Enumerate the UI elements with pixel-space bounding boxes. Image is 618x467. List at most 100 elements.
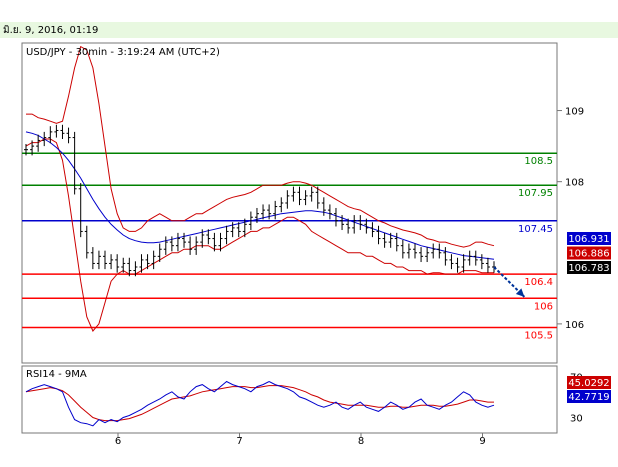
rsi-plot-frame — [21, 365, 558, 434]
candle-30 — [206, 229, 211, 245]
candle-23 — [163, 236, 168, 255]
candle-54 — [352, 215, 357, 234]
rsi-tick-label-1: 30 — [570, 414, 583, 425]
x-tick-label-2: 8 — [358, 436, 364, 447]
y-tick-label-2: 106 — [565, 320, 584, 331]
candle-55 — [358, 215, 363, 231]
price-box-label-1: 106.886 — [568, 249, 609, 260]
candle-25 — [175, 232, 180, 252]
candle-24 — [169, 236, 174, 252]
upper-band — [26, 45, 495, 248]
main-plot-frame — [21, 42, 558, 364]
rsi-box-bg-1 — [567, 390, 611, 403]
candle-3 — [42, 131, 47, 147]
candle-7 — [66, 127, 71, 144]
rsi-series — [25, 380, 495, 427]
price-boxes: 106.931 106.886 106.783 45.0292 42.7719 — [567, 232, 611, 403]
candle-51 — [333, 207, 338, 227]
candle-9 — [78, 183, 83, 238]
candle-0 — [24, 143, 28, 156]
candle-38 — [254, 207, 259, 223]
rsi-box-label-0: 45.0292 — [568, 378, 609, 389]
candle-73 — [467, 250, 472, 266]
candle-11 — [90, 247, 95, 270]
candle-18 — [133, 261, 138, 277]
candle-48 — [315, 186, 320, 209]
middle-band — [25, 131, 495, 260]
candle-65 — [419, 247, 424, 263]
lower-band — [25, 138, 494, 332]
candle-76 — [485, 257, 490, 273]
candle-68 — [437, 243, 442, 259]
candle-4 — [48, 126, 53, 144]
candle-12 — [96, 250, 101, 270]
candle-57 — [370, 222, 375, 238]
candle-31 — [212, 232, 217, 252]
price-box-0: 106.931 — [567, 232, 611, 245]
candle-8 — [72, 131, 77, 195]
price-box-label-0: 106.931 — [568, 234, 609, 245]
candle-1 — [30, 140, 35, 156]
candle-60 — [388, 232, 393, 248]
candle-50 — [327, 204, 332, 220]
candle-71 — [455, 257, 460, 273]
chart-header-bar: มิ.ย. 9, 2016, 01:19 — [0, 22, 618, 38]
candle-26 — [182, 232, 187, 248]
rsi-title: RSI14 - 9MA — [26, 369, 87, 380]
candle-69 — [443, 247, 448, 266]
forecast-arrow — [493, 266, 526, 298]
bollinger-bands — [25, 45, 495, 332]
candle-43 — [285, 190, 290, 209]
candle-66 — [425, 247, 430, 263]
arrow-head — [515, 288, 525, 297]
candle-19 — [139, 254, 144, 273]
candle-27 — [188, 236, 193, 255]
candle-44 — [291, 186, 296, 202]
y-tick-label-0: 109 — [565, 107, 584, 118]
candle-49 — [321, 197, 326, 216]
candle-17 — [127, 257, 132, 277]
candle-16 — [121, 257, 126, 273]
candle-62 — [400, 239, 405, 259]
candle-39 — [261, 204, 266, 220]
x-tick-label-1: 7 — [236, 436, 242, 447]
x-tick-label-0: 6 — [115, 436, 121, 447]
candle-22 — [157, 243, 162, 263]
candle-14 — [109, 254, 114, 270]
candle-33 — [224, 225, 229, 245]
candle-29 — [200, 229, 205, 248]
candle-32 — [218, 232, 223, 252]
candle-45 — [297, 186, 302, 206]
candle-53 — [346, 218, 351, 234]
candle-47 — [309, 186, 314, 202]
candle-41 — [273, 200, 278, 220]
candle-52 — [340, 215, 345, 231]
price-box-bg-1 — [567, 246, 611, 260]
rsi-line — [25, 380, 495, 427]
candle-15 — [115, 254, 120, 273]
candle-58 — [376, 225, 381, 245]
rsi-box-0: 45.0292 — [567, 376, 611, 389]
candle-59 — [382, 232, 387, 248]
chart-title: USD/JPY - 30min - 3:19:24 AM (UTC+2) — [26, 47, 220, 58]
level-label-3: 106.4 — [524, 277, 553, 288]
candle-34 — [230, 222, 235, 238]
rsi-box-1: 42.7719 — [567, 390, 611, 403]
price-box-2: 106.783 — [567, 261, 611, 274]
candlestick-series — [24, 124, 496, 277]
candle-40 — [267, 204, 272, 220]
candle-74 — [473, 250, 478, 266]
candle-20 — [145, 254, 150, 270]
candle-46 — [303, 190, 308, 206]
rsi-ma-line — [25, 385, 494, 422]
candle-10 — [84, 225, 89, 259]
level-label-1: 107.95 — [518, 188, 553, 199]
candle-37 — [248, 211, 253, 231]
candle-75 — [479, 254, 484, 270]
price-box-label-2: 106.783 — [568, 263, 609, 274]
header-timestamp: มิ.ย. 9, 2016, 01:19 — [3, 25, 99, 36]
candle-35 — [236, 222, 241, 238]
candle-21 — [151, 250, 156, 270]
x-tick-label-3: 9 — [479, 436, 485, 447]
